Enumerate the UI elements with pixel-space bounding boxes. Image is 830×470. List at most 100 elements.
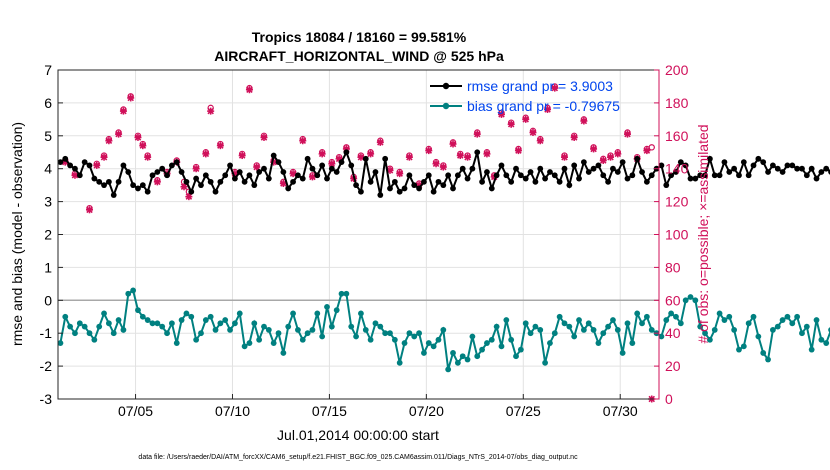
y-axis-label-right: # of obs: o=possible; ×=assimilated [695,124,711,343]
rmse-marker [576,175,582,182]
rmse-marker [178,169,185,175]
rmse-marker [62,155,69,162]
rmse-marker [416,185,422,192]
bias-marker [173,340,180,346]
rmse-marker [265,175,272,182]
rmse-marker [503,172,510,179]
obs-assimilated-marker [425,147,433,155]
obs-assimilated-marker [432,160,440,168]
left-tick-label: 4 [44,161,52,177]
bias-marker [721,317,728,323]
rmse-marker [629,172,636,179]
rmse-marker [731,165,738,172]
rmse-marker [125,169,132,175]
rmse-marker [333,169,340,175]
bias-marker [673,313,679,320]
bias-marker [576,317,582,323]
rmse-marker [711,172,718,179]
rmse-marker [159,165,166,172]
rmse-marker [227,162,233,169]
rmse-marker [275,159,282,166]
bias-marker [236,310,243,317]
bias-marker [818,336,825,343]
legend-rmse-label: rmse grand pr = 3.9003 [467,78,613,94]
bias-marker [799,330,805,337]
right-axis-ticks: 0 20 40 60 80 100 120 140 160 180 200 [654,62,689,407]
rmse-marker [760,159,767,166]
rmse-marker [193,175,200,182]
bias-marker [537,327,544,333]
rmse-marker [217,178,224,185]
rmse-marker [343,149,350,156]
bias-marker [614,327,621,333]
obs-assimilated-marker [260,133,268,141]
obs-assimilated-marker [483,150,491,158]
rmse-marker [745,172,752,179]
bias-marker [275,330,282,337]
rmse-marker [784,162,791,169]
bias-marker [222,317,229,323]
rmse-marker [508,178,515,185]
bias-marker [391,336,398,343]
obs-assimilated-marker [180,183,188,191]
bias-marker [333,307,340,314]
bias-marker [590,327,597,333]
rmse-marker [614,169,621,175]
bias-marker [193,336,200,343]
bias-marker [580,327,587,333]
bias-marker [217,320,224,327]
obs-assimilated-marker [599,156,607,164]
rmse-marker [270,152,277,159]
obs-assimilated-marker [367,150,375,158]
rmse-marker [600,172,607,179]
rmse-marker [440,182,447,189]
x-tick-label: 07/10 [215,403,250,419]
bias-marker [643,313,650,320]
bias-marker [517,346,524,353]
rmse-marker [537,165,544,172]
bias-marker [280,350,287,356]
right-tick-label: 60 [665,292,681,308]
obs-assimilated-marker [253,163,261,171]
rmse-marker [605,178,612,185]
bias-marker [164,330,170,337]
obs-assimilated-marker [614,150,622,158]
rmse-marker [823,165,830,172]
bias-marker [382,330,389,337]
obs-assimilated-marker [139,142,147,150]
rmse-marker [256,169,263,175]
legend-rmse-marker [442,82,450,90]
right-tick-label: 160 [665,128,689,144]
rmse-marker [484,169,490,175]
bias-marker [605,323,612,330]
bias-marker [353,333,359,340]
rmse-marker [246,172,253,179]
bias-marker [435,336,442,343]
bias-marker [697,323,704,330]
rmse-marker [803,172,810,179]
chart-title-line-2: AIRCRAFT_HORIZONTAL_WIND @ 525 hPa [214,48,504,64]
rmse-marker [726,169,733,175]
left-tick-label: -1 [40,325,53,341]
bias-marker [295,327,301,333]
rmse-marker [362,155,369,162]
rmse-marker [769,162,776,169]
rmse-marker [101,182,107,189]
obs-assimilated-marker [202,150,210,158]
x-tick-label: 07/30 [603,403,638,419]
bias-marker [445,366,452,373]
rmse-marker [154,169,161,175]
rmse-marker [445,172,452,179]
bias-marker [72,330,78,337]
bias-marker [668,310,675,317]
obs-assimilated-marker [238,152,246,160]
obs-assimilated-marker [216,142,224,150]
rmse-marker [702,172,708,179]
rmse-marker [168,162,175,169]
rmse-marker [401,185,408,192]
bias-marker [658,333,665,340]
bias-marker [619,350,626,356]
rmse-marker [706,155,713,162]
rmse-marker [643,178,650,185]
